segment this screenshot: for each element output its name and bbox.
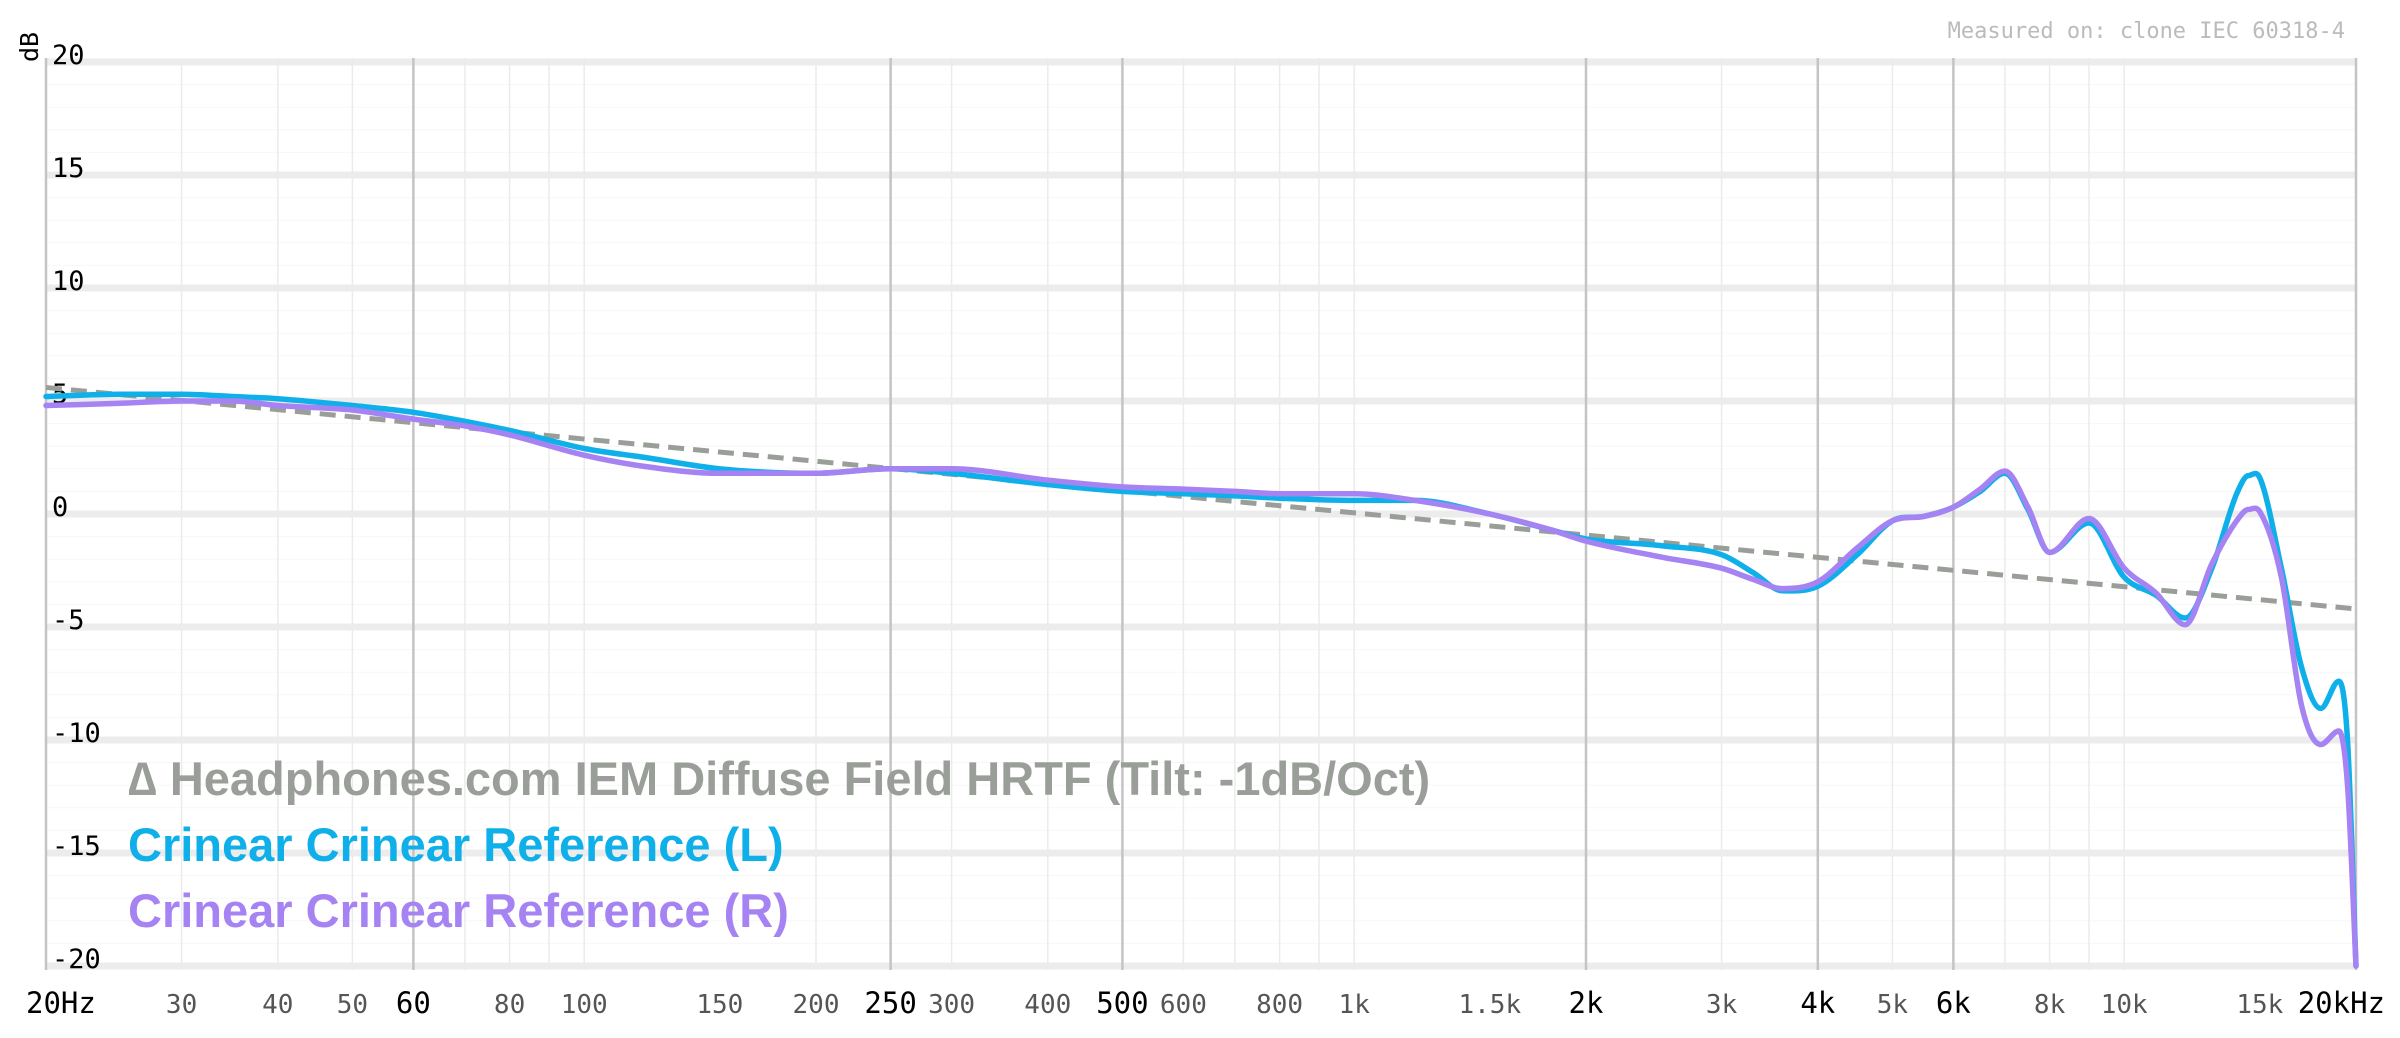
series-line-0	[45, 384, 2357, 612]
y-tick-label: -10	[52, 718, 101, 749]
x-tick-label: 8k	[2034, 990, 2066, 1020]
y-tick-label: 10	[52, 266, 85, 297]
y-tick-label: -15	[52, 831, 101, 862]
x-tick-label: 15k	[2236, 990, 2283, 1020]
x-tick-label: 20kHz	[2298, 986, 2385, 1020]
x-tick-label: 600	[1160, 990, 1207, 1020]
y-tick-label: 15	[52, 153, 85, 184]
x-tick-label: 10k	[2101, 990, 2148, 1020]
x-tick-label: 200	[793, 990, 840, 1020]
series-line-2	[43, 398, 2359, 969]
x-tick-label: 3k	[1706, 990, 1738, 1020]
legend-entry: Crinear Crinear Reference (L)	[128, 818, 784, 871]
x-tick-label: 20Hz	[26, 986, 96, 1020]
y-tick-label: -5	[52, 605, 85, 636]
x-tick-label: 50	[337, 990, 368, 1020]
x-tick-label: 100	[561, 990, 608, 1020]
x-tick-label: 4k	[1800, 986, 1835, 1020]
x-tick-label: 150	[696, 990, 743, 1020]
y-tick-label: -20	[52, 944, 101, 975]
y-tick-label: 20	[52, 40, 85, 71]
horizontal-grid	[46, 58, 2356, 970]
x-tick-label: 30	[166, 990, 197, 1020]
series-line-1	[43, 391, 2359, 969]
x-tick-label: 80	[494, 990, 525, 1020]
legend: ∆ Headphones.com IEM Diffuse Field HRTF …	[128, 752, 1430, 937]
x-tick-label: 5k	[1877, 990, 1909, 1020]
vertical-grid	[44, 58, 2358, 970]
legend-entry: Crinear Crinear Reference (R)	[128, 884, 789, 937]
x-tick-label: 60	[396, 986, 431, 1020]
measured-on-note: Measured on: clone IEC 60318-4	[1948, 19, 2345, 44]
series-lines	[43, 384, 2359, 969]
x-tick-label: 1.5k	[1458, 990, 1521, 1020]
x-axis-ticks: 20Hz 30 40 50 60 80 100 150 200 250 300 400 500 600 80…	[26, 986, 2385, 1020]
legend-entry: ∆ Headphones.com IEM Diffuse Field HRTF …	[128, 752, 1430, 805]
x-tick-label: 800	[1256, 990, 1303, 1020]
x-tick-label: 300	[928, 990, 975, 1020]
x-tick-label: 250	[864, 986, 916, 1020]
x-tick-label: 6k	[1936, 986, 1971, 1020]
x-tick-label: 500	[1096, 986, 1148, 1020]
x-tick-label: 40	[262, 990, 293, 1020]
x-tick-label: 2k	[1569, 986, 1604, 1020]
x-tick-label: 1k	[1339, 990, 1371, 1020]
y-axis-label: dB	[15, 32, 44, 62]
y-tick-label: 0	[52, 492, 68, 523]
x-tick-label: 400	[1024, 990, 1071, 1020]
